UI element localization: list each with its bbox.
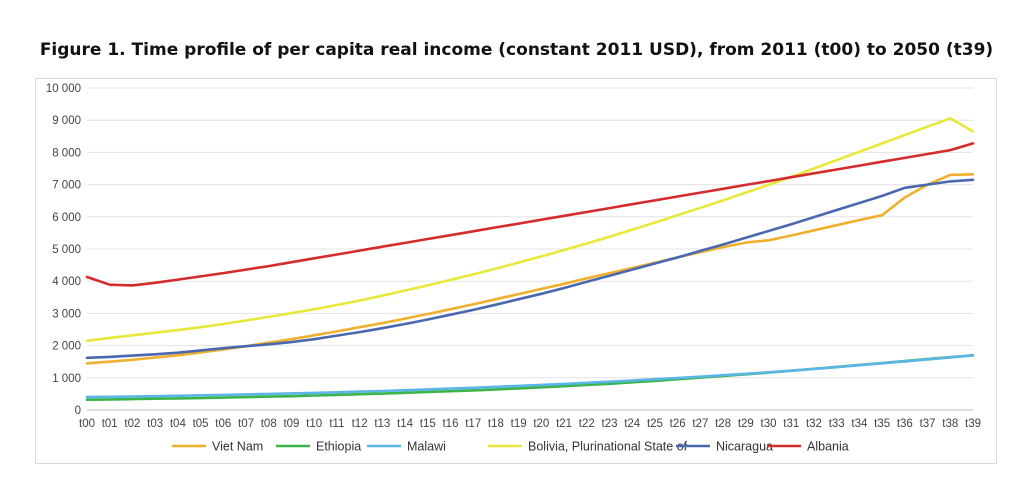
x-tick-label: t09: [283, 418, 299, 430]
y-tick-label: 5 000: [52, 244, 81, 256]
x-tick-label: t34: [851, 418, 868, 430]
x-tick-label: t10: [306, 418, 322, 430]
x-tick-label: t22: [579, 418, 595, 430]
gridlines: [87, 87, 973, 411]
x-tick-label: t39: [965, 418, 981, 430]
x-tick-label: t03: [147, 418, 163, 430]
y-tick-label: 1 000: [52, 373, 81, 385]
legend-label: Malawi: [407, 440, 446, 454]
x-tick-label: t16: [442, 418, 458, 430]
x-tick-label: t15: [420, 418, 436, 430]
x-tick-label: t33: [829, 418, 845, 430]
x-tick-label: t18: [488, 418, 504, 430]
legend-label: Ethiopia: [316, 440, 361, 454]
x-tick-label: t27: [692, 418, 708, 430]
y-tick-label: 10 000: [46, 83, 81, 95]
x-tick-label: t20: [533, 418, 549, 430]
legend-label: Albania: [807, 440, 849, 454]
y-axis-ticks: 0 1 000 2 000 3 000 4 000 5 000 6 000 7 000 8 00…: [46, 83, 81, 417]
series-lines: [85, 117, 975, 402]
y-tick-label: 2 000: [52, 341, 81, 353]
x-tick-label: t19: [511, 418, 527, 430]
x-tick-label: t01: [102, 418, 118, 430]
x-tick-label: t31: [783, 418, 799, 430]
x-tick-label: t35: [874, 418, 890, 430]
x-tick-label: t36: [897, 418, 913, 430]
y-tick-label: 8 000: [52, 147, 81, 159]
y-tick-label: 9 000: [52, 115, 81, 127]
x-tick-label: t04: [170, 418, 187, 430]
x-tick-label: t02: [124, 418, 140, 430]
x-axis-ticks: t00 t01 t02 t03 t04 t05 t06 t07 t08 t09 t10 t11 t12 t…: [79, 418, 981, 430]
series-line-bolivia-plurinational-state-of: [85, 117, 975, 343]
y-tick-label: 3 000: [52, 308, 81, 320]
y-tick-label: 4 000: [52, 276, 81, 288]
x-tick-label: t11: [329, 418, 344, 430]
legend-label: Nicaragua: [716, 440, 773, 454]
x-tick-label: t38: [942, 418, 958, 430]
x-tick-label: t12: [352, 418, 368, 430]
x-tick-label: t06: [215, 418, 231, 430]
x-tick-label: t08: [261, 418, 277, 430]
y-tick-label: 6 000: [52, 212, 81, 224]
series-line-viet-nam: [85, 173, 975, 365]
x-tick-label: t30: [761, 418, 777, 430]
x-tick-label: t28: [715, 418, 731, 430]
x-tick-label: t32: [806, 418, 822, 430]
series-line-nicaragua: [85, 178, 975, 360]
x-tick-label: t13: [374, 418, 390, 430]
y-tick-label: 7 000: [52, 180, 81, 192]
chart-frame: [35, 78, 997, 464]
series-line-albania: [85, 142, 975, 287]
x-tick-label: t24: [624, 418, 641, 430]
x-tick-label: t37: [920, 418, 936, 430]
series-line-malawi: [85, 353, 975, 399]
y-tick-label: 0: [75, 405, 81, 417]
legend: Viet Nam Ethiopia Malawi Bolivia, Plurinati…: [172, 440, 849, 454]
x-tick-label: t17: [465, 418, 481, 430]
legend-label: Viet Nam: [212, 440, 263, 454]
x-tick-label: t14: [397, 418, 414, 430]
x-tick-label: t05: [193, 418, 209, 430]
x-tick-label: t25: [647, 418, 663, 430]
legend-label: Bolivia, Plurinational State of: [528, 440, 688, 454]
chart-title: Figure 1. Time profile of per capita rea…: [39, 40, 994, 60]
x-tick-label: t23: [602, 418, 618, 430]
x-tick-label: t00: [79, 418, 95, 430]
x-tick-label: t07: [238, 418, 254, 430]
x-tick-label: t26: [670, 418, 686, 430]
x-tick-label: t21: [556, 418, 572, 430]
x-tick-label: t29: [738, 418, 754, 430]
